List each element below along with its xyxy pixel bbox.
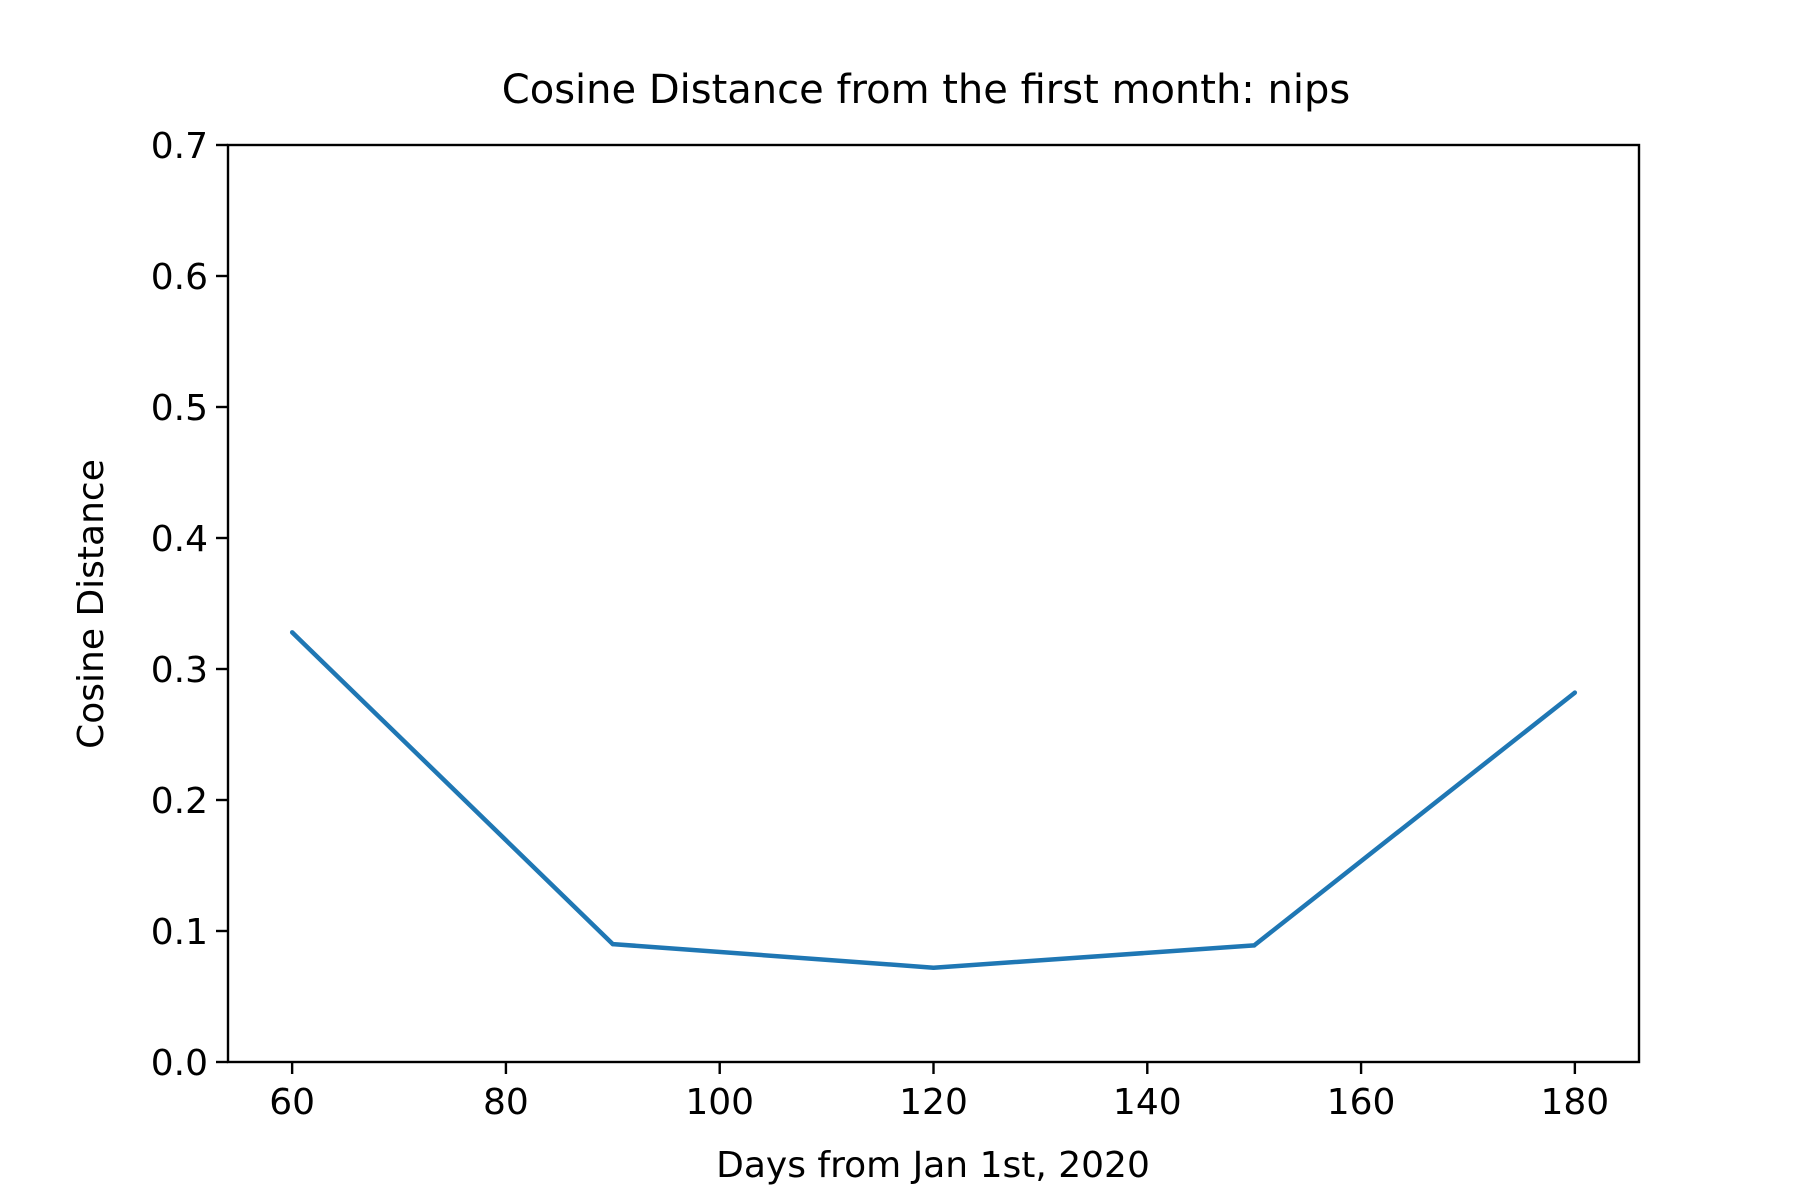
data-point [1572, 690, 1578, 695]
y-tick-label: 0.6 [151, 257, 208, 298]
x-tick-label: 180 [1541, 1082, 1610, 1123]
data-point [931, 965, 936, 970]
x-tick-label: 120 [899, 1082, 968, 1123]
data-point [610, 941, 616, 947]
y-axis-label: Cosine Distance [71, 459, 112, 749]
x-tick-label: 160 [1327, 1082, 1396, 1123]
data-point [1251, 943, 1257, 948]
y-tick-label: 0.2 [151, 781, 208, 822]
series-line [290, 630, 1577, 970]
y-tick-label: 0.4 [151, 519, 208, 560]
data-point [289, 630, 295, 635]
y-tick-label: 0.3 [151, 650, 208, 691]
y-tick-label: 0.7 [151, 126, 208, 167]
plot-frame [226, 143, 1641, 1064]
y-tick-label: 0.1 [151, 912, 208, 953]
x-axis-ticks: 60 80 100 120 140 160 180 [269, 1062, 1609, 1123]
chart-title: Cosine Distance from the first month: ni… [502, 67, 1350, 113]
y-tick-label: 0.0 [151, 1043, 208, 1084]
y-axis-ticks: 0.0 0.1 0.2 0.3 0.4 0.5 0.6 0.7 [151, 126, 228, 1084]
x-tick-label: 60 [269, 1082, 315, 1123]
x-tick-label: 140 [1113, 1082, 1182, 1123]
series-layer [289, 630, 1578, 970]
x-axis-label: Days from Jan 1st, 2020 [716, 1145, 1150, 1186]
x-tick-label: 100 [685, 1082, 754, 1123]
x-tick-label: 80 [483, 1082, 529, 1123]
y-tick-label: 0.5 [151, 388, 208, 429]
